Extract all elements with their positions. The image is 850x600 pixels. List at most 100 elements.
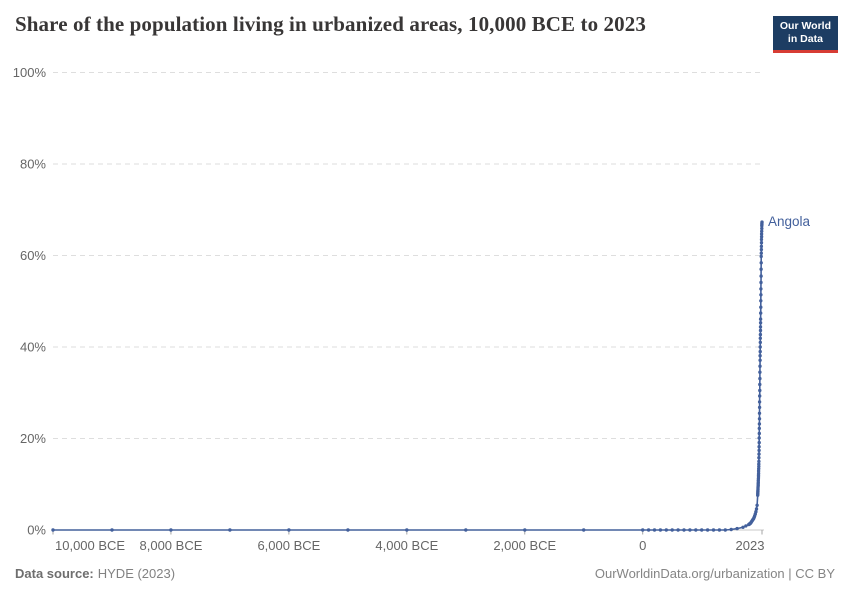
data-point <box>757 400 762 404</box>
data-point <box>759 251 763 255</box>
x-axis-tick-label: 8,000 BCE <box>140 538 203 553</box>
data-point <box>757 436 761 440</box>
data-point <box>346 528 350 532</box>
data-point <box>759 232 764 236</box>
data-point <box>757 440 761 445</box>
data-point <box>754 507 759 511</box>
data-point <box>758 340 762 345</box>
data-point <box>658 528 663 532</box>
data-point <box>757 426 761 431</box>
x-axis-tick-label: 0 <box>639 538 646 553</box>
data-point <box>758 370 762 374</box>
data-point <box>758 354 762 358</box>
data-point <box>51 528 55 532</box>
data-point <box>758 321 763 325</box>
data-point <box>759 280 763 285</box>
data-point <box>758 317 763 321</box>
data-point <box>757 459 761 464</box>
owid-logo[interactable]: Our World in Data <box>772 16 838 53</box>
data-point <box>757 422 762 426</box>
data-point <box>758 328 763 333</box>
x-axis-tick-label: 10,000 BCE <box>55 538 125 553</box>
data-point <box>405 528 409 532</box>
owid-logo-line1: Our World <box>779 20 831 32</box>
data-point <box>523 528 527 532</box>
data-point <box>700 528 704 532</box>
data-point <box>754 510 758 514</box>
data-point <box>759 274 763 278</box>
data-point <box>759 293 763 297</box>
data-point <box>760 226 764 231</box>
data-point <box>760 229 764 233</box>
data-point <box>723 528 727 532</box>
y-axis-tick-label: 100% <box>13 65 47 80</box>
data-point <box>757 452 761 456</box>
y-axis-tick-label: 80% <box>20 157 46 172</box>
data-point <box>741 525 745 529</box>
data-point <box>287 528 291 532</box>
data-point <box>646 528 651 532</box>
data-point <box>711 528 716 532</box>
data-point <box>759 267 763 271</box>
data-point <box>759 241 764 245</box>
data-point <box>641 528 645 532</box>
chart-footer: Data source: HYDE (2023) OurWorldinData.o… <box>15 566 835 581</box>
data-point <box>228 528 232 532</box>
x-axis-tick-label: 2,000 BCE <box>493 538 556 553</box>
credit-link[interactable]: OurWorldinData.org/urbanization | CC BY <box>594 566 835 581</box>
x-axis-tick-label: 4,000 BCE <box>375 538 438 553</box>
data-point <box>759 305 763 309</box>
data-point <box>110 528 114 532</box>
data-point <box>758 336 762 340</box>
data-point <box>757 405 762 410</box>
y-axis-tick-label: 0% <box>27 523 46 538</box>
data-point <box>758 376 762 381</box>
x-axis-tick-label: 2023 <box>736 538 765 553</box>
data-point <box>757 462 761 466</box>
data-point <box>758 364 762 368</box>
data-point <box>758 358 762 362</box>
data-point <box>757 431 761 436</box>
data-point <box>759 244 764 249</box>
data-point <box>759 254 763 259</box>
data-point <box>757 448 761 453</box>
x-axis-tick-label: 6,000 BCE <box>257 538 320 553</box>
data-point <box>652 528 657 532</box>
data-point <box>757 411 762 415</box>
data-line <box>53 222 763 531</box>
data-source-label: Data source: <box>15 566 94 581</box>
data-point <box>758 332 763 337</box>
data-point <box>729 527 733 532</box>
data-point <box>757 417 762 421</box>
data-point <box>664 528 668 532</box>
data-point <box>758 349 762 354</box>
data-point <box>694 528 698 532</box>
data-point <box>744 524 748 528</box>
data-point <box>676 528 680 532</box>
data-point <box>682 528 686 532</box>
data-point <box>760 220 764 224</box>
data-point <box>758 382 762 387</box>
data-point <box>169 528 173 532</box>
data-point <box>759 235 764 239</box>
data-point <box>759 311 763 315</box>
y-axis-tick-label: 60% <box>20 248 46 263</box>
data-point <box>717 528 722 532</box>
data-point <box>688 528 692 532</box>
data-point <box>757 445 761 449</box>
data-point <box>464 528 468 532</box>
data-point <box>758 388 762 393</box>
data-point <box>759 247 764 252</box>
owid-logo-line2: in Data <box>787 33 823 45</box>
data-point <box>735 526 739 531</box>
data-point <box>759 261 763 265</box>
data-point <box>759 299 763 303</box>
data-point <box>755 503 759 507</box>
y-axis-tick-label: 40% <box>20 340 46 355</box>
data-point <box>757 456 761 460</box>
data-point <box>582 528 586 532</box>
data-point <box>758 325 763 329</box>
data-source: Data source: HYDE (2023) <box>15 566 175 581</box>
